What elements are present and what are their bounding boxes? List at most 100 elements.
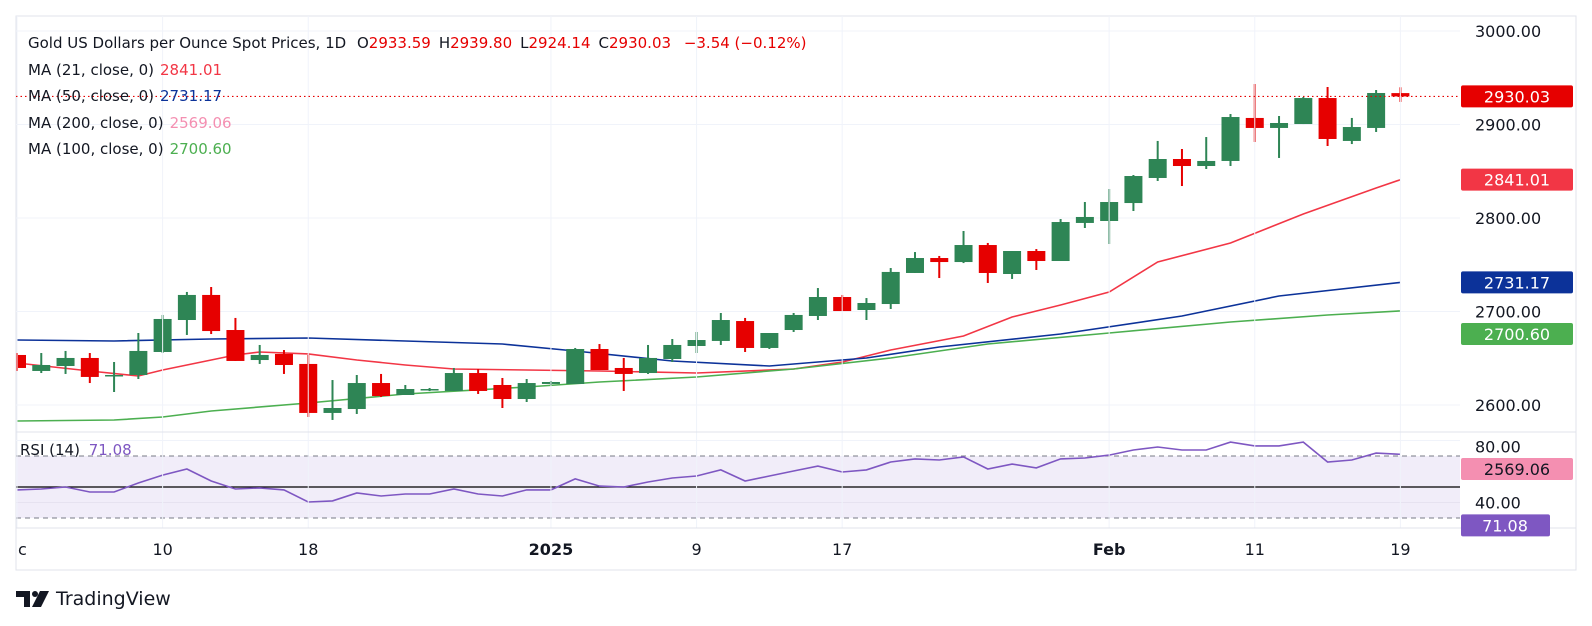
ma-label: MA (100, close, 0): [28, 140, 164, 158]
ohlc-value: 2939.80: [450, 34, 513, 52]
ohlc-key: H: [438, 34, 451, 52]
ma-legend-row[interactable]: MA (100, close, 0) 2700.60: [28, 136, 806, 163]
candle-body: [954, 245, 973, 263]
ma-legend-row[interactable]: MA (21, close, 0) 2841.01: [28, 57, 806, 84]
rsi-label: RSI (14): [20, 441, 80, 459]
ohlc-value: 2933.59: [368, 34, 431, 52]
candle: [711, 312, 730, 345]
candle: [1197, 137, 1216, 170]
candle: [566, 347, 585, 384]
candle-body: [372, 383, 391, 397]
candle: [1270, 115, 1289, 158]
candle: [250, 344, 269, 364]
candle-body: [930, 258, 949, 263]
ma-line: [16, 310, 1401, 422]
symbol-title: Gold US Dollars per Ounce Spot Prices, 1…: [28, 34, 347, 52]
candle-body: [736, 321, 755, 348]
candle: [469, 369, 488, 394]
candle-body: [881, 271, 900, 305]
rsi-tick-label: 80.00: [1475, 438, 1521, 457]
candle-body: [517, 383, 536, 400]
ma-legend-row[interactable]: MA (50, close, 0) 2731.17: [28, 83, 806, 110]
price-tick-label: 2800.00: [1475, 209, 1541, 228]
candle: [56, 350, 75, 374]
candle: [1221, 114, 1240, 167]
price-tag: 2569.06: [1461, 458, 1573, 480]
candle-body: [32, 364, 51, 371]
price-tag: 2700.60: [1461, 322, 1573, 345]
candle-body: [177, 294, 196, 321]
candle-body: [1172, 159, 1191, 167]
ma-legend-row[interactable]: MA (200, close, 0) 2569.06: [28, 110, 806, 137]
price-tick-label: 3000.00: [1475, 22, 1541, 41]
candle-body: [663, 344, 682, 359]
candle: [1075, 202, 1094, 229]
rsi-tag-bg: [1461, 514, 1550, 537]
tradingview-logo-icon: [16, 591, 49, 607]
candle-body: [1342, 127, 1361, 141]
time-tick-label: 17: [832, 540, 852, 559]
price-tick-label: 2600.00: [1475, 396, 1541, 415]
candle: [1294, 97, 1313, 125]
ma-label: MA (21, close, 0): [28, 60, 155, 79]
price-tick-label: 2900.00: [1475, 116, 1541, 135]
candle-body: [1148, 159, 1167, 178]
candle: [1172, 148, 1191, 187]
candle: [517, 379, 536, 403]
ohlc-item-o: O2933.59: [357, 34, 431, 52]
rsi-legend: RSI (14) 71.08: [20, 441, 132, 459]
time-tick-label: 2025: [529, 540, 574, 559]
candle: [1003, 251, 1022, 279]
price-tag-label: 2841.01: [1484, 171, 1550, 190]
candle: [1342, 117, 1361, 145]
price-tag-bg: [1461, 458, 1573, 480]
candle-body: [1051, 222, 1070, 262]
candle: [881, 268, 900, 309]
ohlc-values: O2933.59 H2939.80 L2924.14 C2930.03: [357, 34, 679, 52]
candle-body: [1003, 251, 1022, 275]
candle: [1124, 174, 1143, 211]
candle-body: [760, 333, 779, 348]
candle-body: [1367, 92, 1386, 128]
ma-line: [16, 281, 1401, 367]
candle: [1148, 140, 1167, 181]
candle-body: [808, 297, 827, 316]
candle: [1027, 249, 1046, 270]
candle: [493, 377, 512, 408]
chart-legend: Gold US Dollars per Ounce Spot Prices, 1…: [28, 30, 806, 163]
price-pane: [16, 30, 1460, 422]
candle-body: [250, 354, 269, 361]
candle-body: [1221, 117, 1240, 161]
candle: [1318, 87, 1337, 147]
candle: [347, 374, 366, 414]
ohlc-item-c: C2930.03: [599, 34, 672, 52]
candle: [954, 230, 973, 264]
candle: [202, 287, 221, 335]
candle-body: [444, 373, 463, 391]
time-tick-label: c: [18, 540, 27, 559]
rsi-line: [16, 441, 1401, 503]
price-tag: 2841.01: [1461, 168, 1573, 191]
ohlc-item-l: L2924.14: [520, 34, 590, 52]
brand-name: TradingView: [56, 588, 171, 610]
candle-body: [1027, 251, 1046, 262]
candle-body: [590, 348, 609, 371]
candle-body: [1318, 98, 1337, 139]
candle: [857, 298, 876, 321]
time-tick-label: 9: [691, 540, 701, 559]
candle: [736, 317, 755, 352]
price-tag-label: 2569.06: [1484, 460, 1550, 479]
candle: [590, 344, 609, 371]
price-tag-bg: [1461, 322, 1573, 345]
ohlc-key: C: [598, 34, 609, 52]
candle: [32, 353, 51, 374]
tradingview-logo[interactable]: TradingView: [16, 588, 171, 610]
candle: [80, 353, 99, 384]
candle: [105, 361, 124, 393]
candle: [760, 333, 779, 349]
candle: [905, 252, 924, 273]
candle-body: [857, 302, 876, 311]
ma-value: 2731.17: [160, 87, 223, 105]
candle-body: [347, 383, 366, 410]
